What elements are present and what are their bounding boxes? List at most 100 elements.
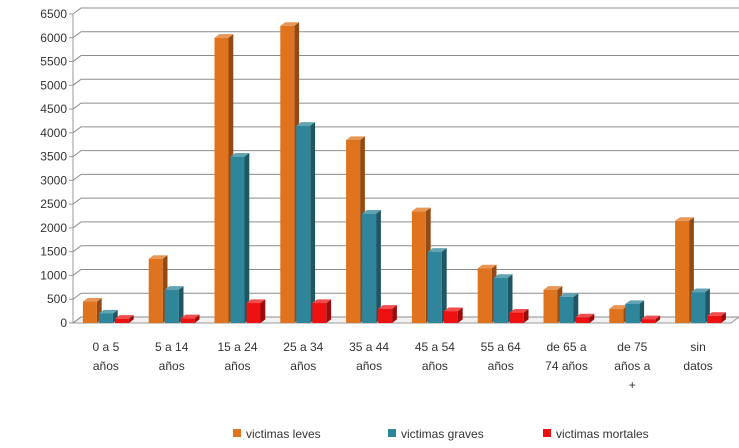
bar-side [589, 313, 595, 323]
bar-top [625, 300, 645, 304]
bar-front [346, 139, 361, 323]
bar [82, 298, 102, 323]
bar-top [82, 298, 102, 302]
bar-front [246, 303, 261, 323]
bar [346, 136, 365, 323]
gridline [72, 55, 739, 62]
bar [280, 22, 300, 324]
bar-top [312, 299, 332, 304]
bar-top [411, 207, 431, 212]
bar [575, 313, 595, 323]
bar [114, 315, 134, 323]
legend-swatch [233, 429, 241, 437]
bar-side [376, 210, 381, 323]
legend-label: victimas graves [401, 427, 484, 441]
bar-front [114, 318, 129, 323]
bar-side [244, 153, 250, 323]
gridline [72, 31, 739, 39]
bar-side [457, 307, 463, 323]
bar-front [148, 258, 163, 323]
bar-side [441, 248, 447, 323]
bar-top [362, 210, 381, 214]
bar [509, 308, 529, 323]
gridline [72, 150, 739, 158]
bar-top [180, 314, 200, 319]
bar [427, 248, 447, 323]
bar-front [82, 301, 97, 323]
x-tick-label: años [422, 359, 448, 373]
bar-front [707, 315, 722, 323]
bar-top [280, 22, 300, 26]
x-tick-label: 5 a 14 [155, 340, 189, 354]
bar-side [194, 314, 200, 323]
y-tick-label: 5000 [40, 78, 67, 92]
bar [675, 217, 694, 323]
bar-top [98, 309, 118, 314]
y-tick-label: 3000 [40, 173, 67, 187]
bar-front [98, 313, 113, 323]
bar-front [477, 268, 492, 323]
bar-side [392, 305, 397, 323]
bar [378, 305, 397, 323]
bar [164, 286, 184, 323]
bar-top [477, 264, 497, 269]
bar-front [411, 211, 426, 323]
x-tick-label: de 65 a [546, 340, 586, 354]
bar-front [609, 308, 624, 323]
y-tick-label: 6500 [40, 7, 67, 21]
bar-top [148, 255, 168, 259]
gridline [72, 7, 739, 15]
y-tick-label: 0 [60, 316, 67, 330]
y-tick-label: 2500 [40, 197, 67, 211]
legend-swatch [388, 429, 396, 437]
x-tick-label: años [488, 359, 514, 373]
bar-side [260, 299, 266, 323]
bar [98, 309, 118, 323]
bar-top [691, 288, 710, 293]
bar [609, 305, 629, 323]
bar-front [493, 277, 508, 323]
bar-top [378, 305, 397, 309]
bar-front [214, 37, 229, 324]
bar-side [721, 312, 726, 323]
bar [214, 34, 234, 324]
bar-front [443, 311, 458, 323]
bar-top [427, 248, 447, 252]
bar-top [443, 307, 463, 312]
y-tick-label: 500 [47, 292, 67, 306]
bar [230, 153, 250, 323]
bar [443, 307, 463, 323]
x-tick-label: años [290, 359, 316, 373]
bar-front [362, 213, 377, 323]
bar-front [427, 251, 442, 323]
x-tick-label: datos [683, 359, 712, 373]
x-tick-label: 35 a 44 [349, 340, 389, 354]
bar-front [164, 289, 179, 323]
bar-top [559, 293, 579, 297]
y-tick-label: 3500 [40, 150, 67, 164]
y-tick-label: 1500 [40, 245, 67, 259]
bar-front [625, 303, 640, 323]
bar-side [523, 308, 529, 323]
bar [411, 207, 431, 323]
bar-top [246, 299, 266, 304]
x-tick-label: 15 a 24 [217, 340, 257, 354]
gridline [72, 268, 739, 276]
y-tick-label: 1000 [40, 268, 67, 282]
bar-front [559, 296, 574, 323]
bar-side [705, 288, 710, 323]
bar-top [609, 305, 629, 309]
bar-side [326, 299, 332, 323]
legend-swatch [543, 429, 551, 437]
bar [362, 210, 381, 323]
legend-label: victimas leves [246, 427, 321, 441]
y-tick-label: 4500 [40, 102, 67, 116]
gridline [72, 245, 739, 253]
bar-front [691, 292, 706, 323]
x-tick-label: 0 a 5 [93, 340, 120, 354]
bar-top [509, 308, 529, 313]
y-tick-label: 5500 [40, 55, 67, 69]
bar-side [128, 315, 134, 323]
plot-back-wall [81, 8, 739, 317]
